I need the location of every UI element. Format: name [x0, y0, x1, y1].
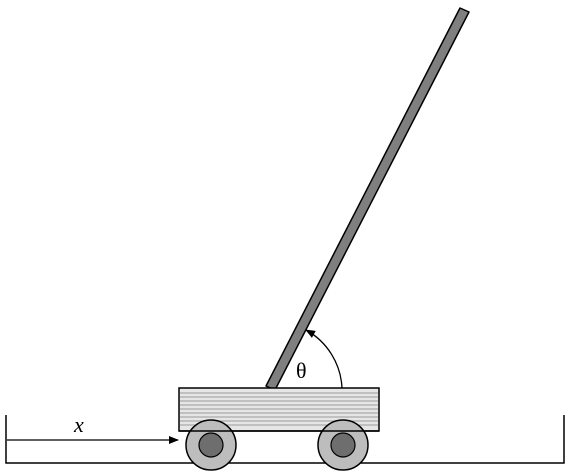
angle-arc [305, 329, 343, 389]
track [5, 415, 565, 464]
pole [265, 7, 470, 391]
position-label: x [73, 412, 84, 437]
wheel-left [185, 419, 237, 471]
angle-label: θ [296, 358, 307, 383]
wheel-right [317, 419, 369, 471]
